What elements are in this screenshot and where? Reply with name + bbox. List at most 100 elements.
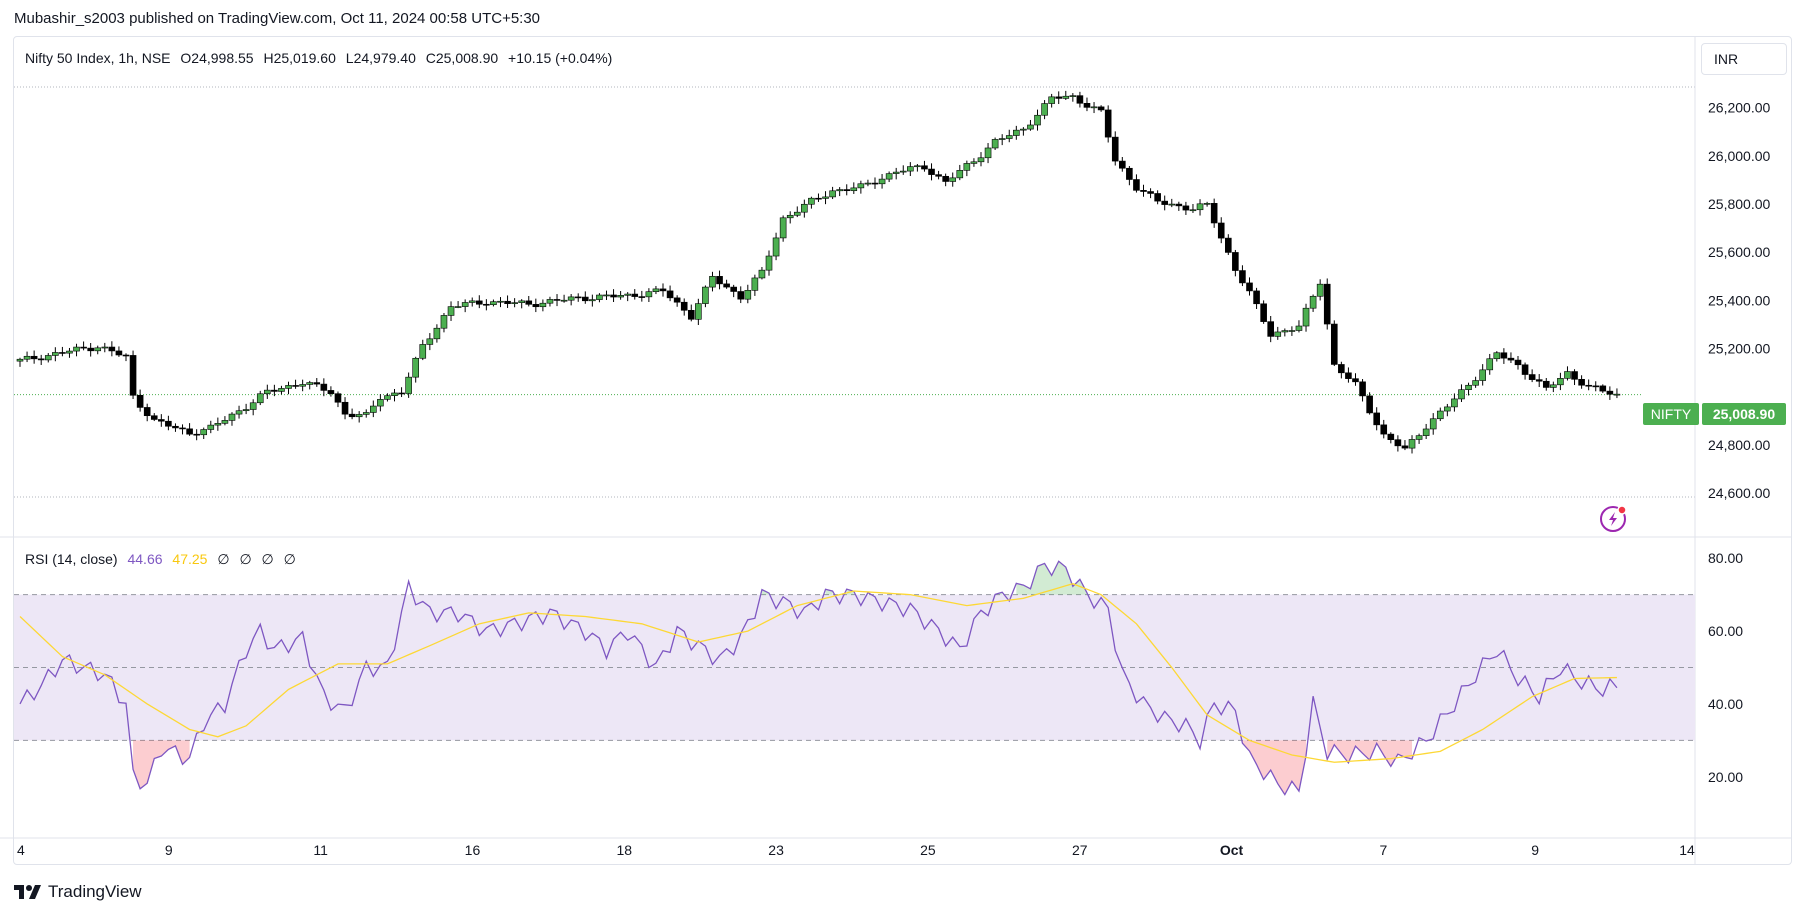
candle — [1090, 102, 1098, 114]
candle — [1189, 203, 1197, 213]
price-axis-tick: 25,400.00 — [1708, 292, 1770, 308]
candle — [567, 294, 575, 306]
candle — [271, 384, 278, 397]
candle — [560, 294, 568, 303]
price-label: NIFTY 25,008.90 — [1643, 403, 1786, 425]
candle — [680, 298, 688, 316]
candle — [772, 232, 780, 261]
candle — [1281, 328, 1289, 337]
candle — [892, 167, 900, 180]
candle — [468, 297, 476, 307]
candle — [1147, 188, 1154, 199]
tradingview-footer[interactable]: TradingView — [14, 882, 142, 902]
candle — [384, 393, 391, 402]
candle — [1514, 356, 1522, 370]
candle — [871, 177, 879, 189]
candle — [490, 299, 497, 307]
candle — [249, 399, 257, 416]
candle — [327, 386, 335, 397]
price-legend: Nifty 50 Index, 1h, NSE O24,998.55 H25,0… — [25, 50, 618, 66]
price-axis-tick: 26,000.00 — [1708, 148, 1770, 164]
candle — [1161, 195, 1169, 211]
candle — [991, 137, 999, 150]
candle — [94, 345, 102, 355]
candle — [1274, 326, 1282, 340]
candle — [23, 351, 31, 363]
candle — [673, 295, 681, 307]
candle — [1224, 234, 1232, 255]
rsi-line — [19, 560, 1618, 796]
rsi-extra-value: ∅ — [283, 551, 296, 567]
candle — [1550, 381, 1557, 393]
candle — [362, 409, 370, 418]
candle — [129, 350, 137, 400]
candle — [935, 170, 942, 180]
candle — [193, 429, 200, 441]
candle — [907, 162, 914, 177]
rsi-legend: RSI (14, close) 44.66 47.25 ∅ ∅ ∅ ∅ — [25, 551, 302, 568]
candle — [1217, 217, 1225, 244]
rsi-title[interactable]: RSI (14, close) — [25, 551, 118, 567]
high-value: H25,019.60 — [263, 50, 336, 66]
time-axis-tick: 7 — [1379, 842, 1387, 858]
candle — [546, 296, 554, 307]
candle — [150, 413, 158, 422]
candle — [80, 341, 87, 351]
candle — [532, 298, 540, 313]
lightning-icon[interactable] — [1600, 505, 1627, 532]
candle — [1232, 249, 1239, 277]
candle — [1571, 369, 1578, 386]
candle — [1528, 369, 1536, 383]
candle — [1606, 386, 1614, 400]
candle — [221, 416, 229, 426]
candle — [59, 346, 66, 357]
symbol-label[interactable]: Nifty 50 Index, 1h, NSE — [25, 50, 171, 66]
candle — [320, 378, 328, 397]
time-axis-tick: 9 — [1531, 842, 1539, 858]
candle — [1062, 90, 1070, 100]
candle — [1154, 190, 1161, 205]
candle — [998, 134, 1006, 146]
candle — [1542, 377, 1550, 391]
candle — [1429, 413, 1437, 435]
candle — [1048, 93, 1055, 108]
candle — [475, 295, 483, 309]
price-axis-tick: 25,800.00 — [1708, 196, 1770, 212]
candle — [1366, 392, 1373, 415]
time-axis-tick: 25 — [920, 842, 936, 858]
currency-selector[interactable]: INR — [1701, 43, 1787, 75]
candle — [617, 291, 624, 300]
candle — [857, 180, 865, 194]
candle — [1479, 364, 1486, 386]
price-axis-tick: 25,200.00 — [1708, 341, 1770, 357]
candle — [695, 298, 702, 326]
candle — [200, 427, 208, 440]
candle — [1585, 379, 1592, 391]
candle — [235, 405, 243, 419]
open-value: O24,998.55 — [180, 50, 254, 66]
candle — [1521, 362, 1529, 380]
candle — [574, 293, 582, 302]
candle — [122, 353, 130, 362]
candle — [709, 271, 716, 292]
candle — [885, 171, 893, 183]
candle — [16, 357, 24, 367]
candle — [1493, 351, 1501, 362]
candle — [1330, 320, 1338, 367]
time-axis-tick: 11 — [313, 842, 328, 858]
candle — [1309, 294, 1317, 312]
candle — [461, 299, 469, 313]
candle — [1267, 315, 1274, 343]
candle — [101, 342, 109, 353]
candle — [1394, 435, 1402, 452]
candle — [30, 350, 38, 364]
candle — [412, 356, 420, 383]
rsi-axis-tick: 20.00 — [1708, 769, 1743, 785]
candle — [483, 299, 490, 311]
candle — [1380, 419, 1388, 439]
candle — [878, 174, 886, 189]
price-label-value: 25,008.90 — [1713, 406, 1775, 422]
candle — [1535, 374, 1543, 387]
candle — [341, 397, 349, 420]
